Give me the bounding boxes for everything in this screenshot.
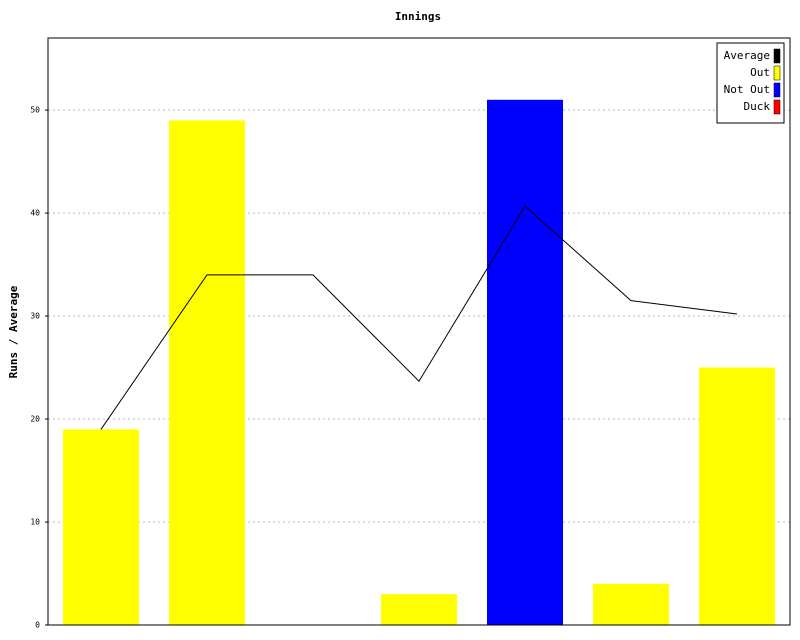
y-tick-label: 30 (30, 312, 40, 321)
average-line (100, 205, 738, 430)
legend-label: Out (750, 66, 770, 79)
legend-label: Not Out (724, 83, 770, 96)
bar (487, 99, 563, 625)
chart-title: Innings (395, 10, 441, 23)
bar (699, 367, 775, 625)
bar (381, 594, 457, 625)
y-tick-label: 50 (30, 106, 40, 115)
y-tick-label: 10 (30, 518, 40, 527)
legend-label: Average (724, 49, 770, 62)
y-axis-label: Runs / Average (7, 285, 20, 378)
plot-frame (47, 37, 791, 626)
y-tick-label: 20 (30, 415, 40, 424)
legend-swatch (773, 65, 781, 81)
bar (169, 120, 245, 626)
legend-swatch (773, 82, 781, 98)
bar (63, 429, 139, 625)
legend-label: Duck (744, 100, 771, 113)
y-tick-label: 40 (30, 209, 40, 218)
y-tick-label: 0 (35, 621, 40, 630)
legend-box (716, 42, 785, 124)
bar (593, 583, 669, 625)
legend-swatch (773, 99, 781, 115)
legend-swatch (773, 48, 781, 64)
